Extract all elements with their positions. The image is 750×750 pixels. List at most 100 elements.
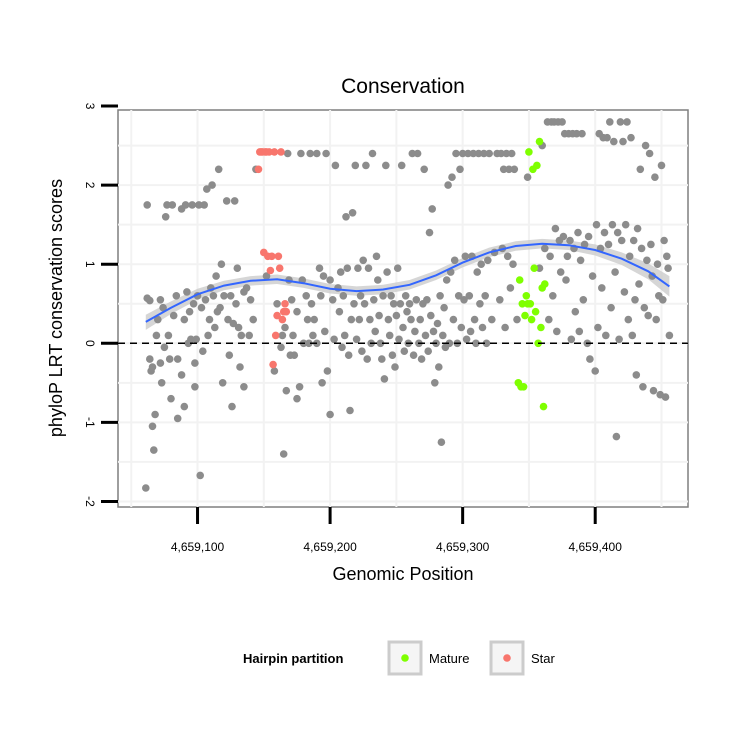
data-point xyxy=(645,149,654,158)
data-point xyxy=(631,296,639,304)
data-point xyxy=(340,331,349,340)
data-point xyxy=(558,118,566,126)
data-point xyxy=(665,331,674,340)
data-point xyxy=(549,292,557,300)
data-point-mature xyxy=(535,137,544,146)
data-point xyxy=(372,252,381,261)
data-point xyxy=(505,165,513,174)
data-point xyxy=(336,268,345,276)
data-point xyxy=(566,236,574,245)
data-point xyxy=(653,260,662,269)
data-point-star xyxy=(282,307,291,316)
data-point xyxy=(172,292,181,300)
data-point xyxy=(551,224,560,233)
data-point xyxy=(396,300,405,308)
data-point-mature xyxy=(515,276,524,284)
data-point xyxy=(382,161,390,170)
data-point xyxy=(203,185,211,193)
legend-title: Hairpin partition xyxy=(243,651,343,666)
data-point xyxy=(403,307,411,316)
data-point xyxy=(192,335,200,344)
data-point xyxy=(374,276,382,284)
data-point xyxy=(226,292,235,300)
data-point xyxy=(237,331,246,340)
data-point xyxy=(163,201,171,209)
data-point xyxy=(652,315,660,324)
data-point xyxy=(625,252,634,261)
data-point xyxy=(660,236,668,245)
data-point xyxy=(156,359,165,367)
data-point xyxy=(408,149,417,158)
data-point xyxy=(633,224,642,233)
data-point xyxy=(488,315,496,324)
data-point xyxy=(355,315,364,324)
data-point xyxy=(450,256,459,265)
data-point-mature xyxy=(518,300,527,308)
data-point xyxy=(507,149,516,158)
data-point-star xyxy=(271,331,280,340)
data-point xyxy=(497,149,505,158)
data-point xyxy=(322,149,330,158)
data-point xyxy=(513,315,521,324)
x-tick-label: 4,659,300 xyxy=(436,540,490,554)
data-point xyxy=(608,220,617,229)
y-tick-label: 2 xyxy=(83,182,97,189)
data-point xyxy=(639,383,647,391)
data-point xyxy=(282,386,291,395)
data-point xyxy=(348,209,357,217)
data-point xyxy=(224,315,232,324)
data-point xyxy=(392,311,401,320)
data-point xyxy=(464,149,472,158)
data-point xyxy=(234,323,243,332)
data-point xyxy=(615,335,623,344)
data-point xyxy=(503,252,512,261)
data-point xyxy=(350,300,358,308)
data-point xyxy=(603,133,611,142)
data-point xyxy=(576,256,585,265)
data-point xyxy=(214,165,223,174)
data-point xyxy=(620,288,629,296)
data-point xyxy=(380,375,389,383)
data-point xyxy=(391,363,399,371)
data-point xyxy=(510,165,519,174)
data-point xyxy=(647,240,655,249)
data-point xyxy=(476,300,484,308)
data-point xyxy=(571,307,580,316)
data-point xyxy=(411,327,419,336)
x-tick-label: 4,659,200 xyxy=(303,540,357,554)
data-point xyxy=(629,236,638,245)
data-point xyxy=(600,228,609,237)
data-point xyxy=(281,323,289,332)
y-tick-label: 0 xyxy=(83,340,97,347)
x-axis: 4,659,100 4,659,200 4,659,300 4,659,400 xyxy=(171,507,622,554)
data-point xyxy=(323,367,332,375)
data-point xyxy=(456,165,464,174)
data-point-mature xyxy=(527,315,536,324)
data-point-star xyxy=(281,300,289,308)
data-point xyxy=(469,149,478,158)
data-point xyxy=(627,133,635,142)
data-point xyxy=(307,300,316,308)
data-point xyxy=(371,327,380,336)
data-point xyxy=(416,315,425,324)
legend: Hairpin partition Mature Star xyxy=(243,640,556,676)
chart-title: Conservation xyxy=(341,75,465,98)
data-point xyxy=(143,201,151,209)
data-point xyxy=(648,272,656,280)
data-point xyxy=(553,327,561,336)
data-point xyxy=(167,394,175,403)
data-point xyxy=(598,284,606,292)
data-point xyxy=(150,446,158,454)
legend-label-star: Star xyxy=(531,651,556,666)
data-point xyxy=(433,319,442,328)
data-point xyxy=(347,315,356,324)
data-point xyxy=(146,296,154,305)
data-point xyxy=(439,331,447,340)
data-point xyxy=(338,343,346,352)
data-point xyxy=(643,256,651,265)
data-point xyxy=(440,303,448,312)
data-point xyxy=(278,331,287,340)
data-point xyxy=(423,296,431,304)
data-point xyxy=(230,197,239,205)
data-point xyxy=(659,296,667,304)
